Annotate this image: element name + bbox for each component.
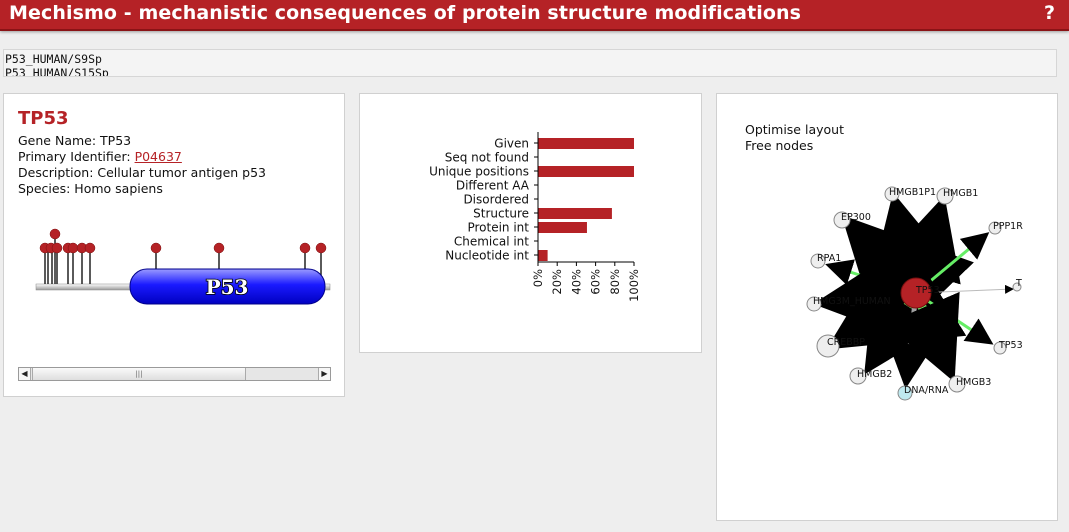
category-label: Different AA <box>456 179 530 193</box>
description-row: Description: Cellular tumor antigen p53 <box>18 165 266 181</box>
x-tick-label: 0% <box>531 269 545 287</box>
x-tick-label: 20% <box>550 269 564 295</box>
stats-panel: Given Seq not found Unique positions Differ… <box>359 93 702 353</box>
domain-label: P53 <box>206 275 249 299</box>
protein-panel: TP53 Gene Name: TP53 Primary Identifier:… <box>3 93 345 397</box>
category-label: Seq not found <box>445 151 529 165</box>
optimise-layout-link[interactable]: Optimise layout <box>745 122 844 137</box>
network-controls: Optimise layout Free nodes <box>745 122 844 154</box>
bar <box>538 138 634 149</box>
species-value: Homo sapiens <box>74 181 163 196</box>
node-label: HMGB3 <box>956 377 991 388</box>
free-nodes-link[interactable]: Free nodes <box>745 138 814 153</box>
x-tick-label: 40% <box>569 269 583 295</box>
species-label: Species: <box>18 181 75 196</box>
node-labels: HMGB1P1 HMGB1 EP300 PPP1R RPA1 T HMG3M_H… <box>813 187 1023 396</box>
app-title: Mechismo - mechanistic consequences of p… <box>9 2 802 24</box>
node-label: HMGB2 <box>857 369 892 380</box>
bar <box>538 166 634 177</box>
species-row: Species: Homo sapiens <box>18 181 266 197</box>
category-label: Unique positions <box>429 165 529 179</box>
primary-id-link[interactable]: P04637 <box>134 149 182 164</box>
category-label: Structure <box>473 207 529 221</box>
node-label: HMGB1 <box>943 188 978 199</box>
bar <box>538 208 612 219</box>
node-label: CREBBP <box>827 337 865 348</box>
network-panel: Optimise layout Free nodes <box>716 93 1058 521</box>
gene-name-row: Gene Name: TP53 <box>18 133 266 149</box>
category-label: Chemical int <box>454 235 529 249</box>
node-label: EP300 <box>841 212 871 223</box>
mutation-item[interactable]: P53_HUMAN/S9Sp <box>5 52 102 66</box>
description-label: Description: <box>18 165 98 180</box>
gene-name-value: TP53 <box>100 133 132 148</box>
top-header-bar: Mechismo - mechanistic consequences of p… <box>0 0 1069 31</box>
p53-domain[interactable] <box>129 268 326 305</box>
x-tick-label: 80% <box>608 269 622 295</box>
scroll-right-button[interactable]: ▶ <box>318 368 330 380</box>
mutation-list[interactable]: P53_HUMAN/S9Sp P53_HUMAN/S15Sp <box>3 49 1057 77</box>
node-label: T <box>1015 278 1022 289</box>
node-label: TP53 <box>998 340 1023 351</box>
primary-id-label: Primary Identifier: <box>18 149 135 164</box>
scroll-left-button[interactable]: ◀ <box>19 368 31 380</box>
mutation-item[interactable]: P53_HUMAN/S15Sp <box>5 66 109 77</box>
network-nodes[interactable] <box>806 186 1022 401</box>
x-tick-label: 60% <box>589 269 603 295</box>
category-label: Given <box>494 137 529 151</box>
gene-name-label: Gene Name: <box>18 133 101 148</box>
protein-domain-view[interactable]: P53 <box>4 214 344 314</box>
node-label: DNA/RNA <box>904 385 949 396</box>
bar <box>538 250 548 261</box>
node-label: PPP1R <box>993 221 1023 232</box>
help-button[interactable]: ? <box>1043 2 1055 24</box>
description-value: Cellular tumor antigen p53 <box>97 165 267 180</box>
node-label: HMGB1P1 <box>889 187 936 198</box>
interaction-network[interactable]: HMGB1P1 HMGB1 EP300 PPP1R RPA1 T HMG3M_H… <box>717 94 1057 520</box>
scroll-thumb[interactable]: ||| <box>32 368 246 380</box>
protein-info: Gene Name: TP53 Primary Identifier: P046… <box>18 133 266 197</box>
x-tick-label: 100% <box>627 269 641 302</box>
primary-id-row: Primary Identifier: P04637 <box>18 149 266 165</box>
bar <box>538 222 587 233</box>
protein-title: TP53 <box>18 108 69 129</box>
center-node-tp53[interactable] <box>900 277 932 309</box>
domain-scrollbar[interactable]: ◀ ||| ▶ <box>18 367 331 381</box>
lollipop-heads[interactable] <box>39 228 327 254</box>
category-label: Disordered <box>463 193 529 207</box>
category-label: Protein int <box>467 221 529 235</box>
node-label: RPA1 <box>817 253 841 264</box>
center-node-label: TP53 <box>915 285 940 296</box>
node-label: HMG3M_HUMAN <box>813 296 891 307</box>
category-label: Nucleotide int <box>445 249 529 263</box>
